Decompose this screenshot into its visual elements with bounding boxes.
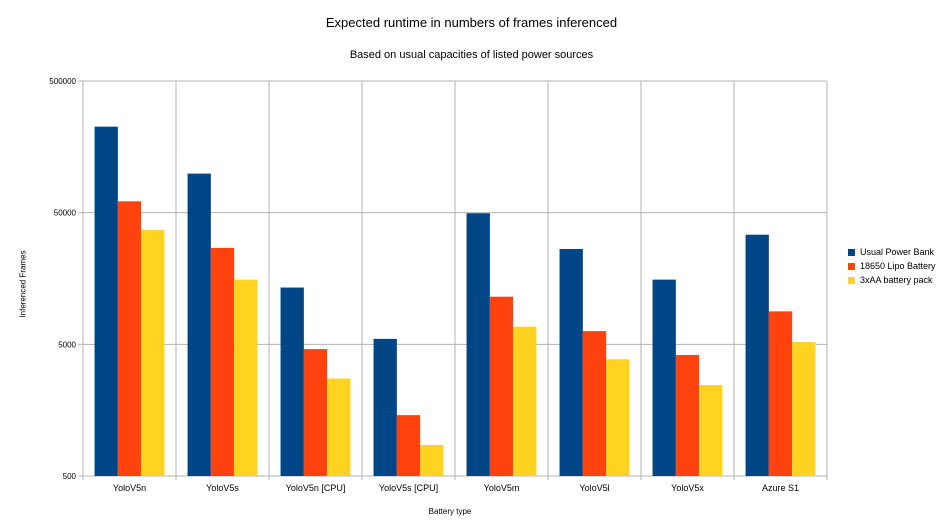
- bar: [420, 444, 444, 476]
- chart-title: Expected runtime in numbers of frames in…: [325, 15, 618, 30]
- x-tick-label: YoloV5s: [206, 483, 239, 493]
- bar: [373, 338, 397, 476]
- y-tick-label: 500000: [49, 77, 76, 86]
- bar: [675, 354, 700, 476]
- x-tick-label: Azure S1: [762, 483, 799, 493]
- y-tick-label: 5000: [58, 340, 76, 349]
- bar: [745, 234, 769, 476]
- legend-label: 3xAA battery pack: [860, 275, 933, 285]
- y-tick-label: 50000: [54, 209, 77, 218]
- legend-item: 18650 Lipo Battery: [848, 259, 936, 273]
- bar: [327, 378, 351, 476]
- bar: [489, 296, 514, 476]
- bar: [466, 213, 490, 476]
- legend-item: Usual Power Bank: [848, 245, 936, 259]
- bar: [792, 342, 816, 476]
- x-tick-label: YoloV5x: [671, 483, 704, 493]
- bar: [699, 385, 723, 476]
- bar: [210, 247, 235, 476]
- legend-swatch: [848, 248, 855, 256]
- bar: [396, 415, 421, 476]
- bar: [768, 311, 793, 476]
- bar: [652, 279, 676, 476]
- legend-label: Usual Power Bank: [860, 247, 935, 257]
- bar: [94, 126, 118, 477]
- x-tick-label: YoloV5s [CPU]: [379, 483, 438, 493]
- bar: [303, 349, 328, 476]
- bar: [187, 173, 211, 476]
- x-tick-label: YoloV5m: [484, 483, 520, 493]
- bar: [606, 359, 630, 476]
- y-tick-label: 500: [63, 472, 77, 481]
- x-tick-label: YoloV5l: [579, 483, 609, 493]
- x-tick-label: YoloV5n: [113, 483, 146, 493]
- bar: [513, 326, 537, 476]
- legend: Usual Power Bank 18650 Lipo Battery 3xAA b…: [848, 245, 936, 287]
- bar: [234, 279, 258, 476]
- bar: [582, 331, 607, 476]
- legend-swatch: [848, 276, 855, 284]
- bar: [141, 229, 165, 476]
- chart-subtitle: Based on usual capacities of listed powe…: [349, 49, 594, 61]
- x-axis-label: Battery type: [428, 507, 472, 516]
- legend-label: 18650 Lipo Battery: [860, 261, 936, 271]
- bar: [559, 248, 583, 476]
- legend-item: 3xAA battery pack: [848, 273, 936, 287]
- legend-swatch: [848, 262, 855, 270]
- bar: [117, 201, 142, 476]
- bar: [280, 287, 304, 476]
- x-tick-label: YoloV5n [CPU]: [286, 483, 346, 493]
